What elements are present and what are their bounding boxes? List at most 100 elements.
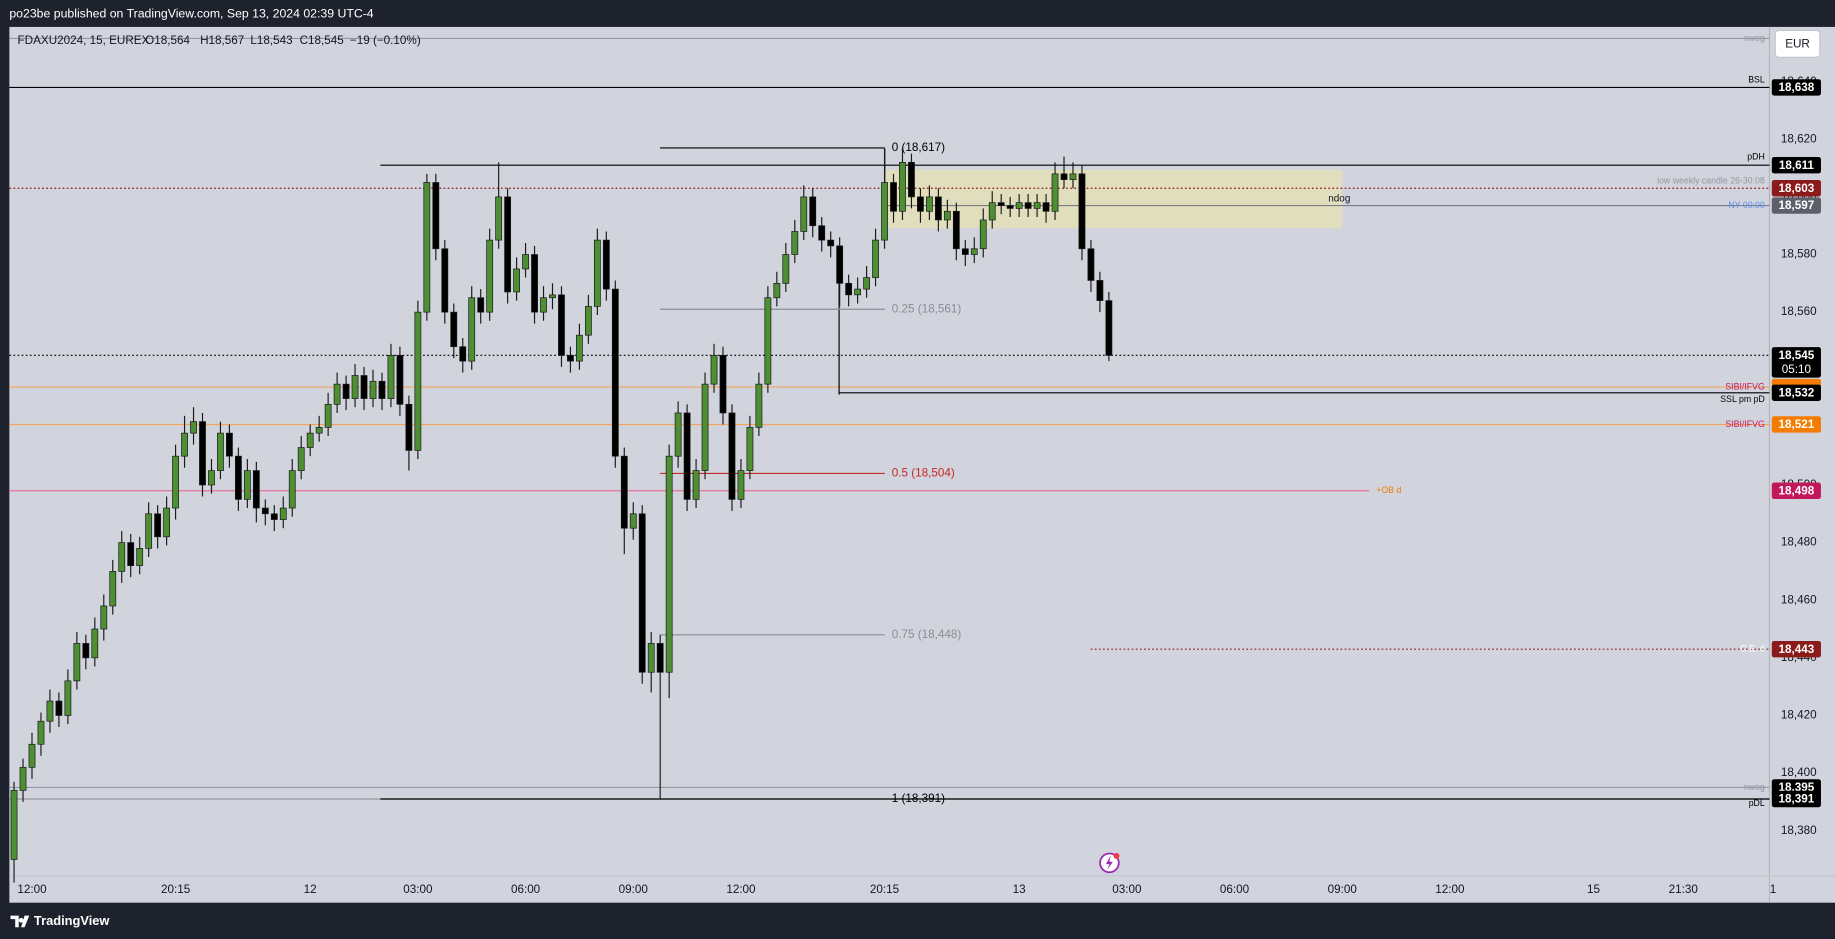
candle-body [728,412,736,500]
candle-body [199,421,206,486]
alert-icon[interactable] [1099,852,1120,874]
x-tick-label: 1 [1770,883,1777,896]
candle-body [450,311,458,348]
price-badge [1771,640,1821,658]
x-tick-label: 20:15 [161,883,191,896]
candle-body [342,383,350,399]
price-badge-label: 18,597 [1779,199,1815,212]
candle-body [1069,173,1077,180]
candle-body [764,297,772,385]
candle-body [1015,202,1023,209]
level-label: pDL [1749,798,1765,808]
x-tick-label: 12:00 [1435,883,1465,896]
candle-body [91,628,99,659]
candle-body [1042,202,1050,212]
candle-body [351,375,359,399]
candle-body [243,470,251,500]
candle-body [872,239,879,278]
currency-button[interactable] [1774,29,1821,58]
candle-body [1060,173,1068,180]
candle-body [28,743,36,768]
candle-body [854,288,862,296]
candle-body [809,196,817,227]
price-badge [1771,790,1821,808]
x-tick-label: 21:30 [1669,883,1699,896]
x-tick-label: 06:00 [511,883,541,896]
legend-symbol: FDAXU2024, 15, EUREX [18,34,150,47]
candle-body [369,380,377,399]
candle-body [324,403,332,428]
candle-body [531,254,538,313]
level-label: nwog [1744,33,1765,43]
candle-body [315,427,323,434]
candle-body [513,268,520,293]
candle-body [997,202,1005,206]
candle-body [306,432,314,448]
plot-background [9,26,1835,903]
level-label: SIBI/IFVG [1725,381,1765,391]
candle-body [145,513,153,549]
candle-body [611,288,619,457]
candle-body [226,432,233,457]
candle-body [540,297,547,313]
candle-body [396,354,404,405]
candle-body [37,720,45,745]
candle-body [1006,205,1014,209]
price-badge [1771,157,1821,174]
x-tick-label: 09:00 [619,883,649,896]
price-badge [1771,482,1821,499]
countdown: 05:10 [1782,363,1812,376]
y-tick-label: 18,420 [1781,709,1817,722]
brand-logo [10,915,30,928]
candle-body [387,354,395,399]
level-label: NY 00:00 [1728,200,1765,210]
y-tick-label: 18,560 [1781,305,1817,318]
candle-body [441,248,449,313]
candle-body [10,790,18,860]
candle-body [208,470,215,486]
candle-body [423,182,431,313]
level-label: nwog [1744,782,1765,792]
candle-body [558,294,565,356]
candle-body [1051,173,1059,212]
candle-body [477,297,485,313]
currency-label[interactable]: EUR [1785,38,1810,51]
price-badge-label: 18,498 [1779,484,1815,497]
candle-body [235,455,242,500]
candle-body [495,196,503,241]
candle-body [118,542,126,572]
legend-change: −19 (−0.10%) [350,34,421,47]
legend-close: C18,545 [300,34,345,47]
price-badge-label: 18,532 [1779,386,1815,399]
candle-body [217,432,224,471]
candle-body [46,700,54,722]
candle-body [647,643,655,673]
candle-body [154,513,162,538]
alert-bolt[interactable] [1105,855,1113,870]
candle-body [55,700,63,716]
candle-body [970,248,978,255]
legend-high: H18,567 [200,34,244,47]
y-tick-label: 18,460 [1781,593,1817,606]
candle-body [127,542,135,566]
candle-body [881,182,888,241]
candle-body [656,643,664,673]
price-badge-label: 18,603 [1779,182,1815,195]
candle-body [1096,280,1104,301]
candle-body [19,766,27,791]
candle-body [602,239,610,290]
y-tick-label: 18,400 [1781,766,1817,779]
last-price-label: 18,545 [1779,349,1815,362]
x-tick-label: 20:15 [870,883,900,896]
candle-body [584,306,592,336]
price-badge [1771,79,1821,96]
candle-body [934,196,942,221]
price-badge [1771,384,1821,401]
x-tick-label: 03:00 [1112,883,1142,896]
candle-body [863,277,870,290]
x-tick-label: 12:00 [726,883,756,896]
candle-body [136,548,144,566]
alert-dot [1113,852,1120,859]
